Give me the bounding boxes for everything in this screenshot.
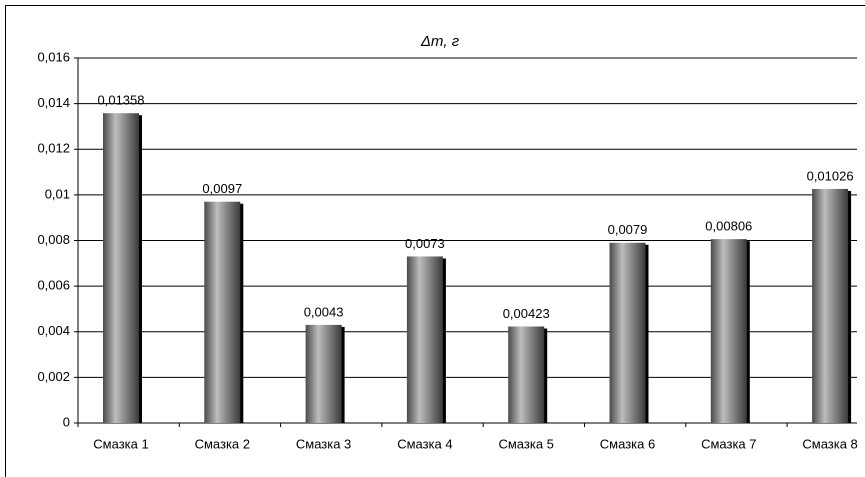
x-tick-label: Смазка 7 <box>701 436 756 451</box>
value-label: 0,0073 <box>405 236 445 251</box>
bar <box>305 324 342 423</box>
y-tick-label: 0,002 <box>37 369 70 384</box>
x-tick-label: Смазка 3 <box>296 436 351 451</box>
y-tick-label: 0,004 <box>37 323 70 338</box>
value-label: 0,01358 <box>98 93 145 108</box>
bar <box>204 201 241 423</box>
value-label: 0,01026 <box>807 168 854 183</box>
chart-title: Δm, г <box>420 33 460 50</box>
y-tick-label: 0 <box>63 414 70 429</box>
value-label: 0,00806 <box>705 219 752 234</box>
bar <box>103 113 139 424</box>
value-label: 0,0043 <box>304 304 344 319</box>
y-tick-label: 0,014 <box>37 95 70 110</box>
bar <box>406 256 443 423</box>
y-tick-label: 0,006 <box>37 278 70 293</box>
x-tick-label: Смазка 8 <box>802 436 857 451</box>
y-tick-label: 0,01 <box>45 186 70 201</box>
y-tick-label: 0,016 <box>37 49 70 64</box>
value-label: 0,00423 <box>503 306 550 321</box>
x-tick-label: Смазка 6 <box>600 436 655 451</box>
value-label: 0,0079 <box>608 222 648 237</box>
x-tick-label: Смазка 4 <box>397 436 452 451</box>
x-tick-label: Смазка 2 <box>195 436 250 451</box>
bar <box>710 239 747 423</box>
bar <box>508 326 545 423</box>
value-label: 0,0097 <box>202 181 242 196</box>
x-tick-label: Смазка 5 <box>498 436 553 451</box>
y-tick-label: 0,012 <box>37 141 70 156</box>
x-tick-label: Смазка 1 <box>93 436 148 451</box>
bar <box>812 188 849 423</box>
y-tick-label: 0,008 <box>37 232 70 247</box>
bar <box>609 242 646 423</box>
